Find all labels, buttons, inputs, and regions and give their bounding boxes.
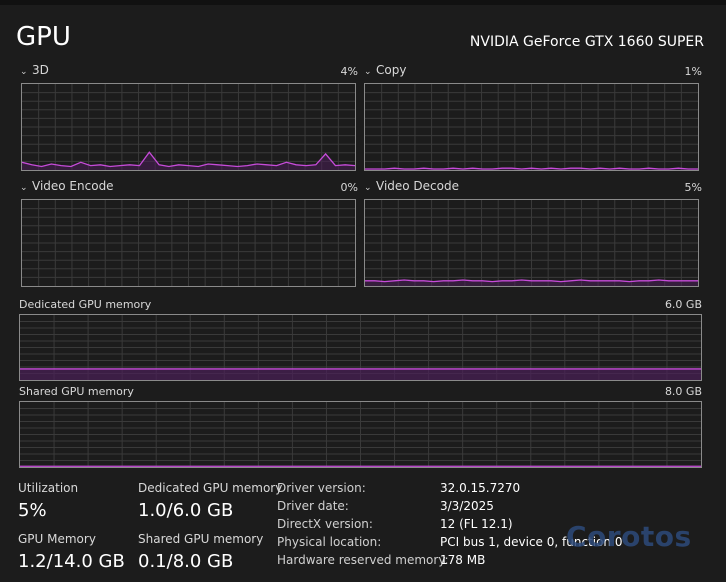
page-title: GPU <box>16 22 71 52</box>
engine-label: Copy <box>376 63 407 77</box>
engine-selector-video-encode[interactable]: ⌄ Video Encode <box>20 179 114 193</box>
dedicated-memory-graph-label: Dedicated GPU memory <box>19 298 152 311</box>
driver-version-value: 32.0.15.7270 <box>440 481 521 495</box>
graph-canvas <box>365 200 698 286</box>
dedicated-memory-graph <box>19 314 702 381</box>
graph-canvas <box>365 84 698 170</box>
engine-selector-3d[interactable]: ⌄ 3D <box>20 63 49 77</box>
graph-canvas <box>20 315 701 380</box>
engine-selector-copy[interactable]: ⌄ Copy <box>364 63 406 77</box>
usage-line <box>22 151 355 168</box>
shared-memory-graph-max: 8.0 GB <box>664 385 702 398</box>
utilization-value: 5% <box>18 500 47 521</box>
usage-area <box>365 280 698 286</box>
chevron-down-icon: ⌄ <box>20 183 28 193</box>
directx-version-value: 12 (FL 12.1) <box>440 517 513 531</box>
physical-location-value: PCI bus 1, device 0, function 0 <box>440 535 623 549</box>
utilization-label: Utilization <box>18 481 79 495</box>
gpu-memory-value: 1.2/14.0 GB <box>18 551 125 572</box>
chevron-down-icon: ⌄ <box>20 67 28 77</box>
engine-graph-3d <box>21 83 356 171</box>
graph-canvas <box>22 84 355 170</box>
title-bar-strip <box>0 0 726 5</box>
engine-label: 3D <box>32 63 49 77</box>
usage-line <box>365 279 698 283</box>
memory-fill <box>20 368 701 380</box>
engine-label: Video Decode <box>376 179 459 193</box>
shared-memory-graph <box>19 401 702 468</box>
graph-canvas <box>20 402 701 467</box>
physical-location-label: Physical location: <box>277 535 382 549</box>
engine-graph-video-encode <box>21 199 356 287</box>
engine-percent: 1% <box>684 65 702 78</box>
shared-memory-value: 0.1/8.0 GB <box>138 551 234 572</box>
gpu-model-name: NVIDIA GeForce GTX 1660 SUPER <box>469 34 704 50</box>
chevron-down-icon: ⌄ <box>364 183 372 193</box>
engine-graph-copy <box>364 83 699 171</box>
engine-percent: 0% <box>340 181 358 194</box>
watermark-logo: Corotos <box>566 520 692 553</box>
engine-percent: 5% <box>684 181 702 194</box>
graph-canvas <box>22 200 355 286</box>
directx-version-label: DirectX version: <box>277 517 373 531</box>
shared-memory-graph-label: Shared GPU memory <box>19 385 134 398</box>
chevron-down-icon: ⌄ <box>364 67 372 77</box>
driver-date-label: Driver date: <box>277 499 349 513</box>
shared-memory-label: Shared GPU memory <box>138 532 264 546</box>
gpu-memory-label: GPU Memory <box>18 532 96 546</box>
dedicated-memory-graph-max: 6.0 GB <box>664 298 702 311</box>
engine-selector-video-decode[interactable]: ⌄ Video Decode <box>364 179 459 193</box>
engine-graph-video-decode <box>364 199 699 287</box>
hardware-reserved-memory-value: 178 MB <box>440 553 486 567</box>
hardware-reserved-memory-label: Hardware reserved memory: <box>277 553 449 567</box>
driver-date-value: 3/3/2025 <box>440 499 494 513</box>
dedicated-memory-label: Dedicated GPU memory <box>138 481 283 495</box>
engine-percent: 4% <box>340 65 358 78</box>
dedicated-memory-value: 1.0/6.0 GB <box>138 500 234 521</box>
usage-line <box>365 167 698 170</box>
engine-label: Video Encode <box>32 179 114 193</box>
driver-version-label: Driver version: <box>277 481 366 495</box>
